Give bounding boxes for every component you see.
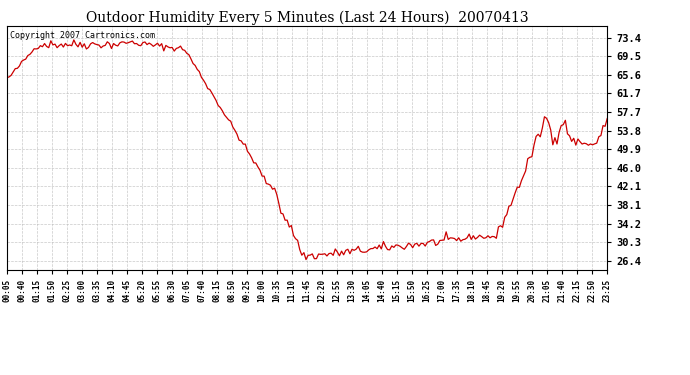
Title: Outdoor Humidity Every 5 Minutes (Last 24 Hours)  20070413: Outdoor Humidity Every 5 Minutes (Last 2… (86, 11, 529, 25)
Text: Copyright 2007 Cartronics.com: Copyright 2007 Cartronics.com (10, 31, 155, 40)
